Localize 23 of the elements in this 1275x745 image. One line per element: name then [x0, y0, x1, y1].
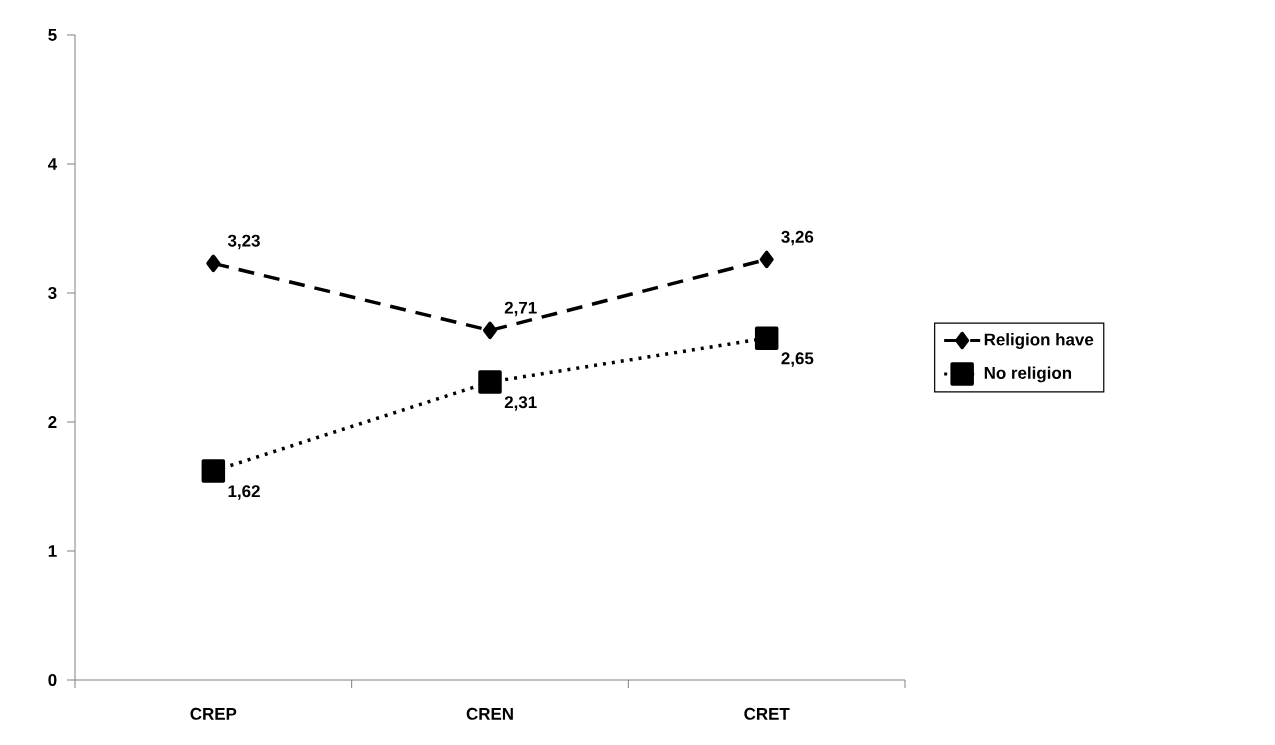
data-label: 1,62	[228, 485, 260, 500]
point	[478, 370, 502, 394]
y-tick-label: 0	[48, 674, 57, 686]
legend-label: Religion have	[984, 333, 1094, 349]
x-tick-label: CRET	[744, 707, 790, 720]
data-label: 3,26	[781, 230, 814, 246]
y-tick-label: 3	[48, 286, 57, 299]
point	[483, 321, 498, 340]
x-tick-label: CREP	[190, 707, 237, 720]
data-label: 2,65	[781, 352, 814, 367]
data-label: 2,31	[504, 396, 537, 411]
point	[201, 459, 226, 483]
y-tick-label: 2	[48, 416, 57, 428]
y-tick-label: 4	[47, 158, 58, 170]
data-label: 2,71	[504, 301, 537, 317]
point	[206, 254, 221, 273]
x-tick-label: CREN	[466, 707, 513, 720]
y-tick-label: 1	[48, 545, 57, 557]
legend-label: No religion	[984, 366, 1072, 383]
y-tick-label: 5	[48, 29, 57, 41]
point	[754, 326, 779, 350]
point	[759, 250, 774, 269]
data-label: 3,23	[227, 234, 260, 250]
